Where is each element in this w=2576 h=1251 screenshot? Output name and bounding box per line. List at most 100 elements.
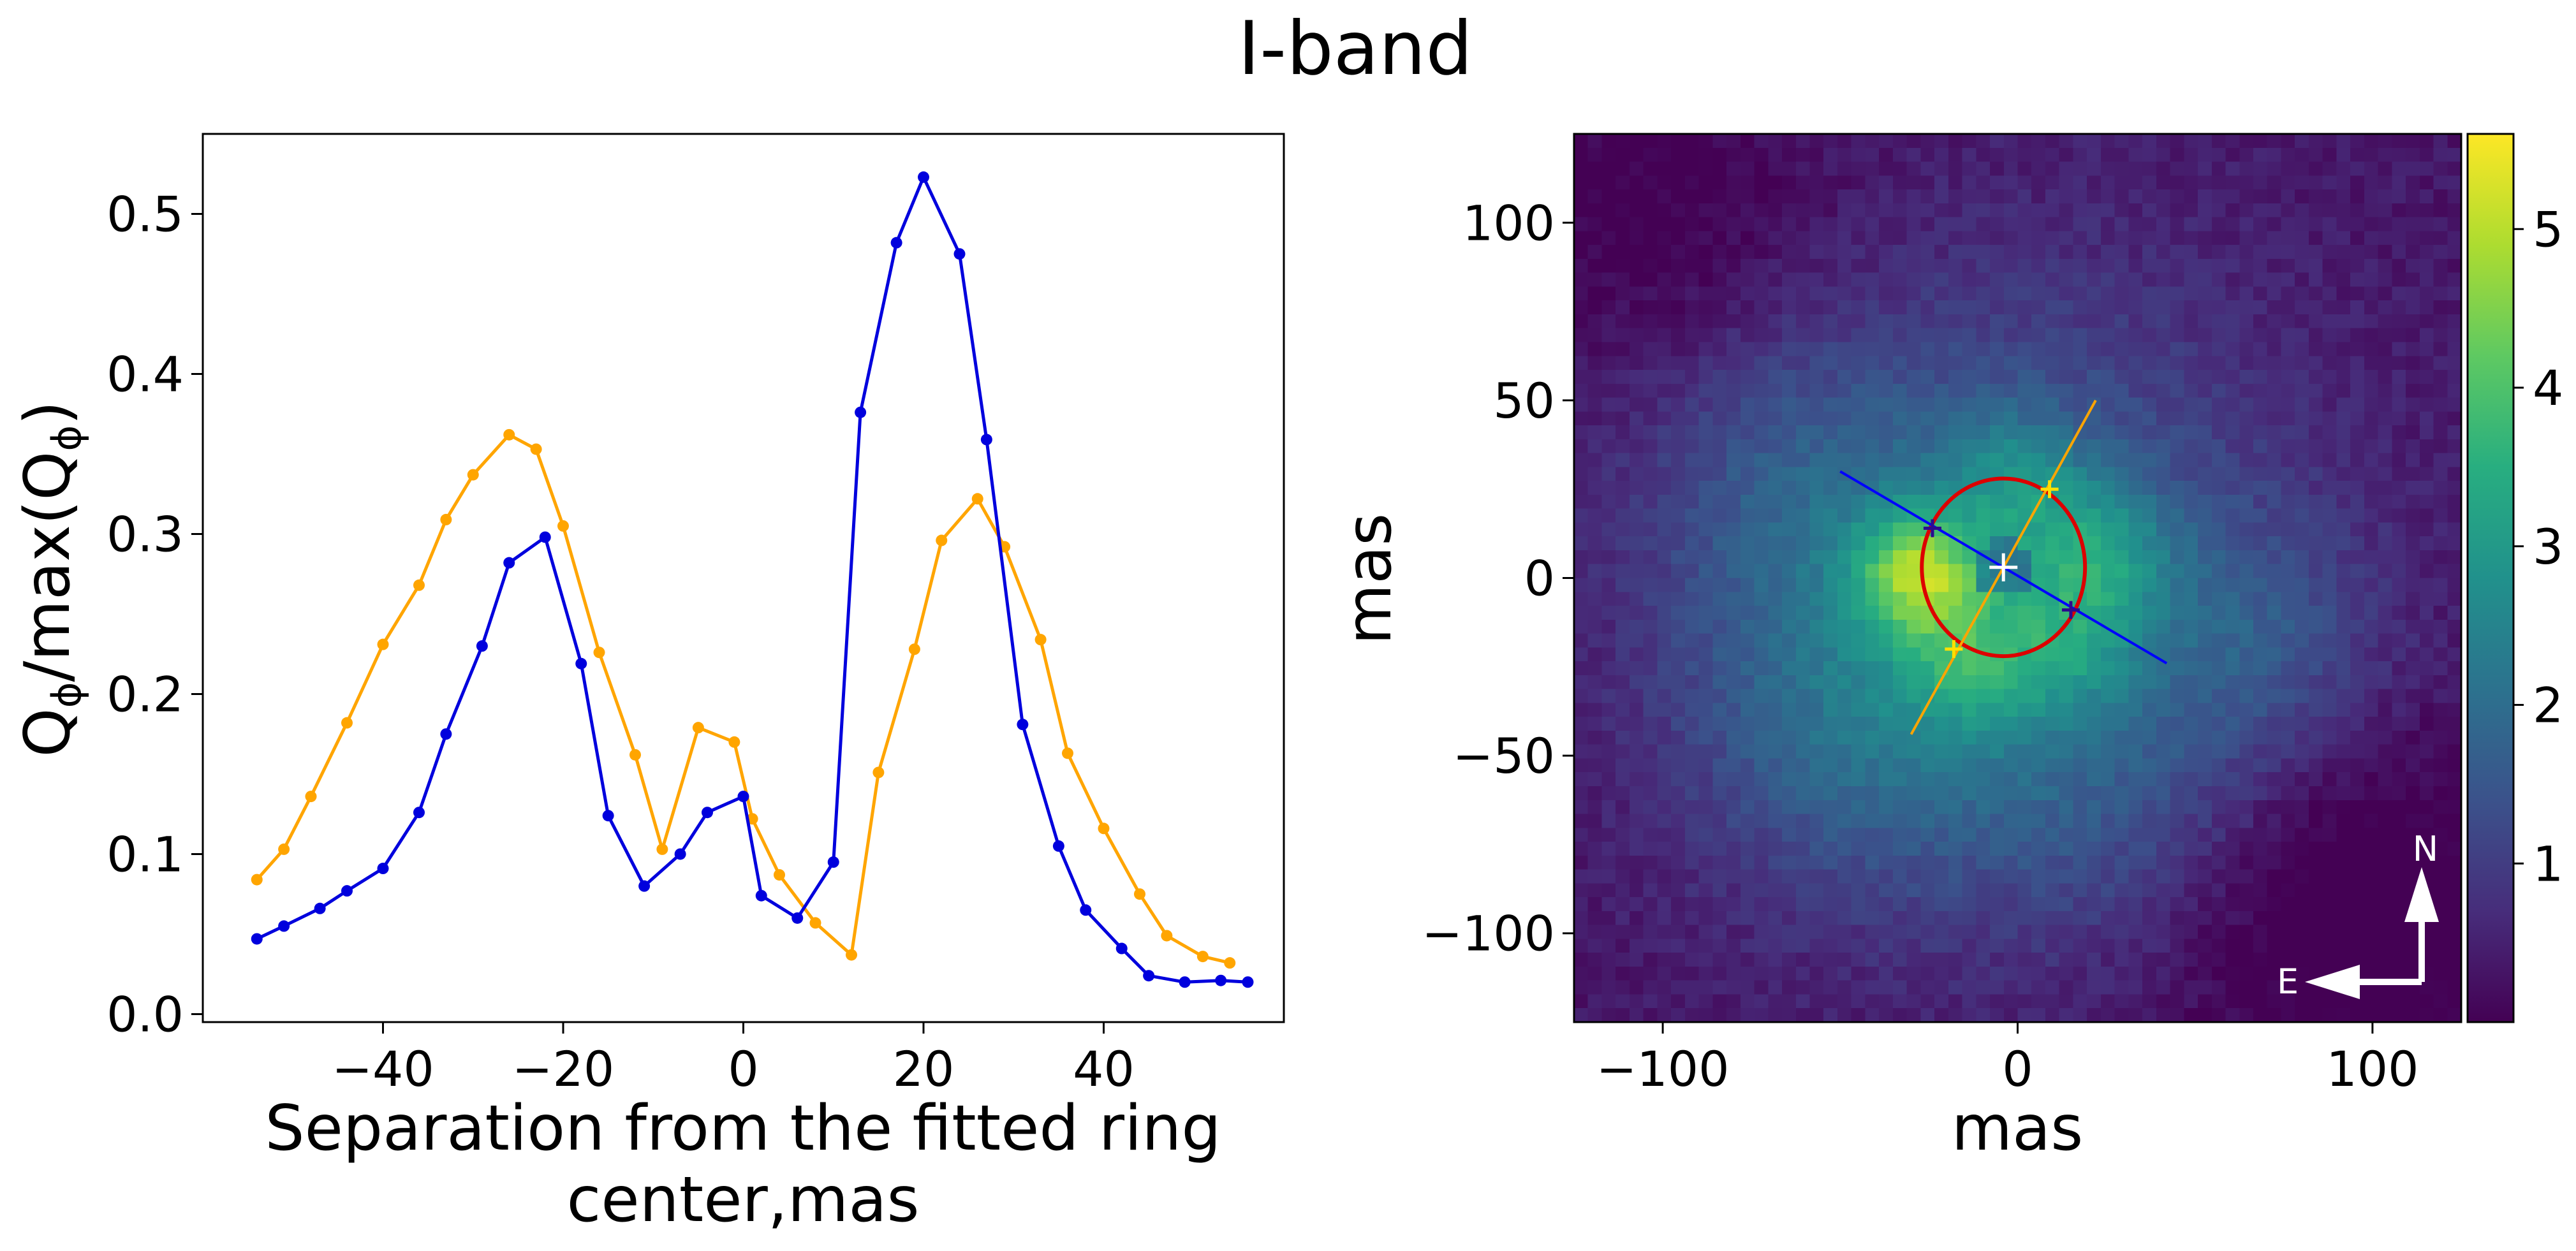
colorbar [2466, 133, 2515, 1023]
profile-blue-point [1242, 976, 1254, 988]
profile-orange-point [629, 749, 641, 761]
profile-blue-point [674, 848, 686, 860]
north-label: N [2413, 829, 2438, 869]
image-y-tick-label: 50 [1493, 372, 1555, 429]
profile-plot-frame [202, 133, 1285, 1023]
profile-x-label-line2: center,mas [566, 1164, 919, 1236]
profile-blue-point [476, 640, 488, 652]
profile-y-tick-label: 0.3 [107, 506, 184, 562]
profile-orange-point [251, 874, 263, 886]
profile-orange-point [1161, 930, 1173, 942]
profile-x-tick-label: −40 [332, 1041, 434, 1097]
profile-blue-point [1215, 974, 1227, 986]
profile-blue-point [1017, 719, 1029, 731]
figure-title: I-band [1238, 6, 1473, 92]
profile-orange-point [692, 722, 704, 734]
profile-blue-point [890, 237, 902, 249]
profile-y-tick-label: 0.5 [107, 186, 184, 242]
colorbar-tick-label: 1 [2533, 835, 2563, 892]
profile-orange-point [593, 647, 605, 659]
profile-blue-point [341, 885, 353, 897]
profile-blue-point [251, 933, 263, 945]
profile-orange-point [440, 513, 452, 525]
profile-orange-point [656, 843, 668, 855]
profile-blue-point [575, 657, 587, 669]
colorbar-tick-label: 3 [2533, 518, 2563, 575]
profile-y-tick-label: 0.1 [107, 826, 184, 882]
fitted-ring [1920, 476, 2087, 659]
profile-orange-point [774, 869, 785, 881]
colorbar-tick-label: 2 [2533, 677, 2563, 734]
profile-blue-point [953, 248, 966, 260]
profile-orange-point [809, 917, 821, 929]
compass: N E [2277, 829, 2439, 1002]
image-y-tick-label: −50 [1453, 728, 1555, 784]
profile-blue-point [791, 912, 804, 924]
profile-orange-point [1134, 888, 1145, 900]
north-arrowhead-icon [2404, 867, 2439, 922]
profile-orange-point [1034, 634, 1047, 646]
image-map: −100 0 100 100 50 0 −50 −100 mas mas N E 1 2 3 4 5 [1333, 133, 2563, 1165]
profile-x-tick-label: −20 [512, 1041, 614, 1097]
image-y-tick-label: 0 [1524, 550, 1555, 607]
profile-blue-point [440, 728, 452, 740]
profile-y-tick-label: 0.0 [107, 986, 184, 1042]
profile-x-tick-label: 40 [1073, 1041, 1135, 1097]
profile-orange-point [872, 766, 885, 779]
profile-x-ticks: −40 −20 0 20 40 [332, 1022, 1135, 1097]
profile-orange-point [1224, 957, 1236, 969]
profile-blue-point [1052, 840, 1064, 852]
profile-y-tick-label: 0.2 [107, 666, 184, 722]
profile-orange-point [971, 493, 983, 505]
profile-y-tick-label: 0.4 [107, 346, 184, 402]
profile-blue-point [602, 810, 614, 822]
east-arrowhead-icon [2305, 965, 2360, 999]
profile-orange-point [278, 843, 290, 855]
profile-blue-point [1080, 904, 1092, 916]
profile-blue-point [638, 880, 651, 892]
image-x-tick-label: −100 [1596, 1041, 1730, 1097]
image-y-tick-label: 100 [1462, 194, 1555, 251]
profile-orange-point [908, 643, 920, 655]
image-y-ticks: 100 50 0 −50 −100 [1422, 194, 1574, 962]
profile-y-label: Qϕ/max(Qϕ) [11, 400, 90, 757]
profile-blue-point [827, 856, 839, 868]
profile-orange-point [341, 717, 353, 729]
profile-orange-point [1196, 951, 1209, 963]
profile-chart: −40 −20 0 20 40 0.0 0.1 0.2 0.3 0.4 0.5 Separatio… [11, 133, 1285, 1236]
colorbar-tick-label: 5 [2533, 201, 2563, 258]
profile-blue-point [755, 889, 767, 902]
profile-orange-point [503, 428, 515, 441]
profile-blue-point [980, 434, 992, 446]
image-x-label: mas [1952, 1092, 2084, 1165]
image-x-tick-label: 0 [2002, 1041, 2033, 1097]
profile-orange-line [255, 433, 1230, 965]
profile-blue-point [737, 791, 749, 803]
profile-orange-point [377, 638, 389, 650]
profile-blue-point [1115, 942, 1128, 955]
profile-blue-point [314, 902, 326, 914]
profile-x-tick-label: 0 [728, 1041, 758, 1097]
profile-orange-point [1098, 823, 1110, 835]
profile-orange-point [305, 791, 317, 803]
colorbar-ticks: 1 2 3 4 5 [2513, 201, 2563, 892]
east-label: E [2277, 962, 2299, 1002]
profile-orange-point [413, 579, 425, 591]
profile-blue-point [377, 863, 389, 875]
image-x-ticks: −100 0 100 [1596, 1022, 2418, 1097]
image-y-label: mas [1333, 513, 1406, 645]
profile-orange-point [846, 949, 857, 961]
profile-orange-point [530, 443, 542, 455]
profile-blue-point [1143, 970, 1155, 982]
profile-blue-point [1179, 976, 1191, 988]
profile-series-group [251, 171, 1254, 988]
profile-blue-line [256, 175, 1248, 984]
intensity-heatmap [1574, 134, 2461, 1022]
profile-orange-point [936, 534, 948, 546]
profile-orange-point [728, 736, 740, 748]
profile-orange-point [557, 520, 569, 532]
heatmap-overlay [1839, 399, 2168, 735]
profile-blue-point [539, 531, 551, 543]
profile-x-tick-label: 20 [893, 1041, 955, 1097]
